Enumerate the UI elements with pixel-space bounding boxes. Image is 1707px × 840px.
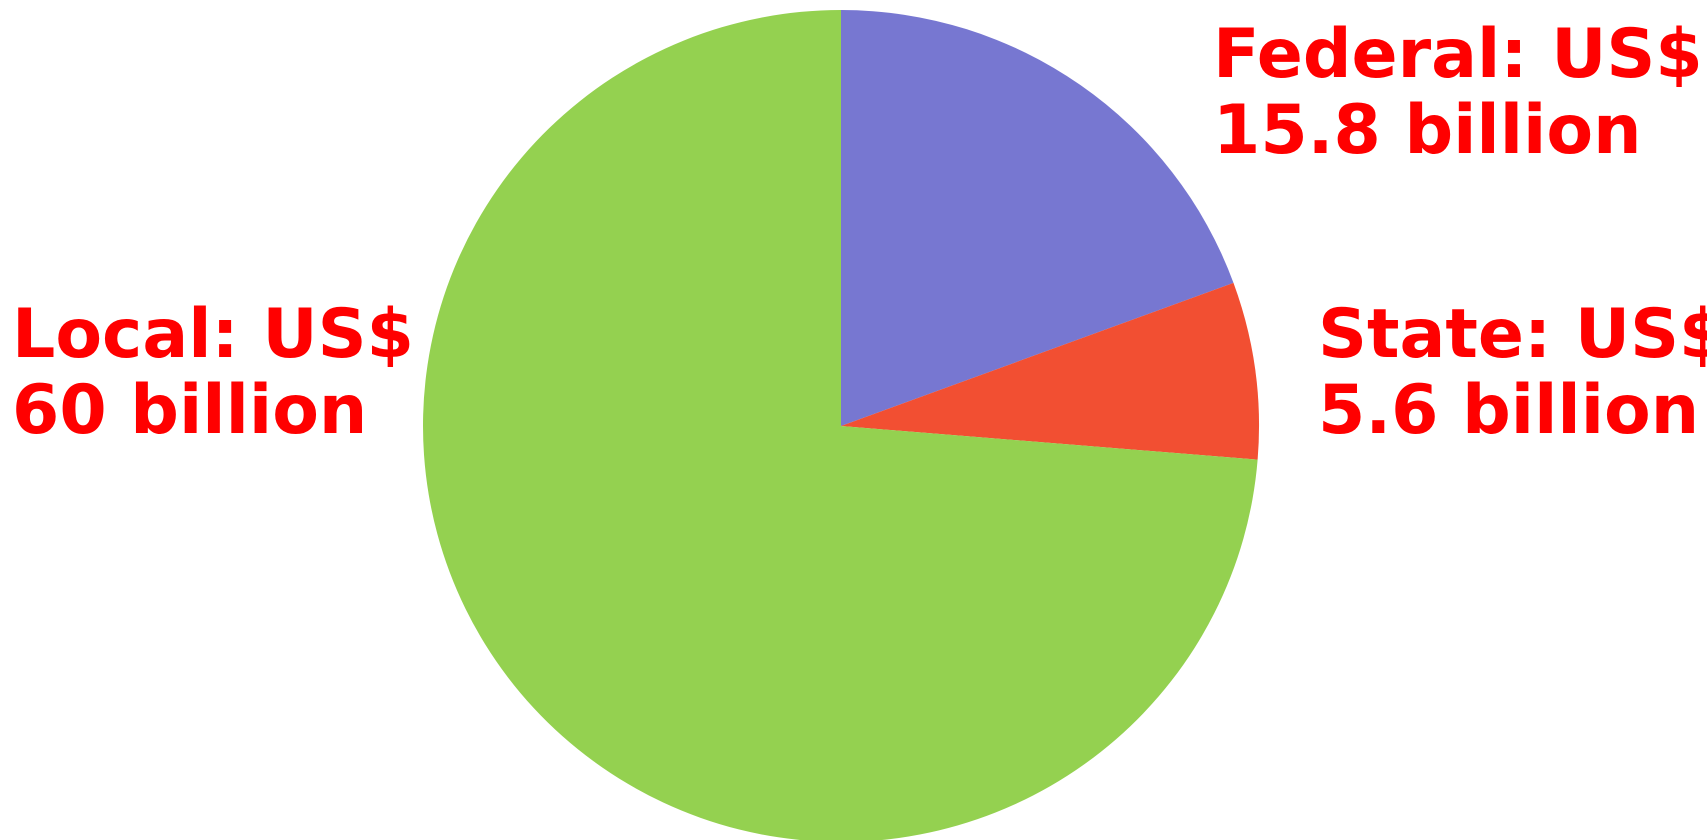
pie-slice-state — [841, 282, 1260, 460]
slice-label-state-line-1: State: US$ — [1318, 295, 1707, 374]
slice-label-state: State: US$ 5.6 billion — [1318, 295, 1707, 450]
slice-label-local-line-2: 60 billion — [12, 371, 367, 450]
slice-label-local: Local: US$ 60 billion — [12, 295, 438, 450]
slice-label-local-line-1: Local: US$ — [12, 295, 414, 374]
slice-label-federal-line-2: 15.8 billion — [1213, 91, 1642, 170]
pie-labels: Federal: US$ 15.8 billion State: US$ 5.6… — [12, 15, 1707, 450]
slice-label-state-line-2: 5.6 billion — [1318, 371, 1699, 450]
slice-label-federal: Federal: US$ 15.8 billion — [1213, 15, 1707, 170]
pie-slice-federal — [841, 10, 1234, 426]
pie-slices — [423, 10, 1260, 840]
slice-label-federal-line-1: Federal: US$ — [1213, 15, 1703, 94]
pie-slice-local — [423, 10, 1258, 840]
